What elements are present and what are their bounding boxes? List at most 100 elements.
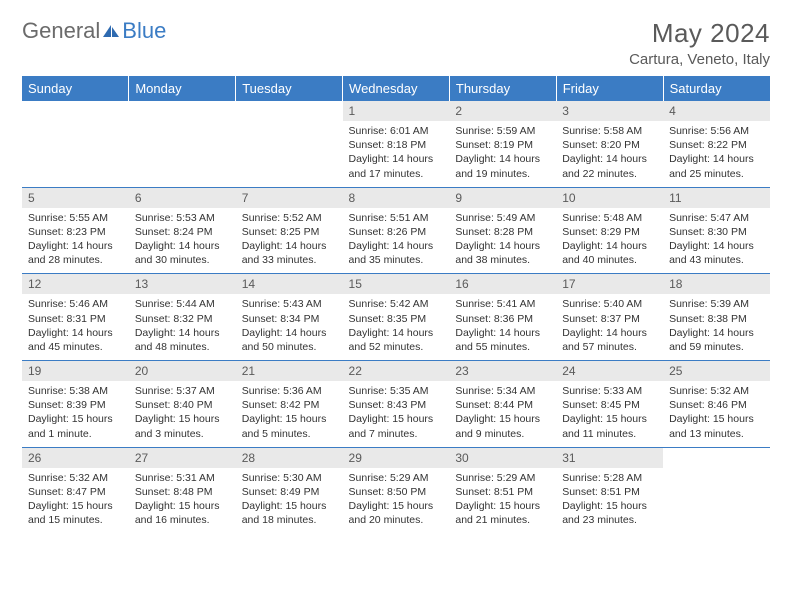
calendar-day-cell: 17Sunrise: 5:40 AMSunset: 8:37 PMDayligh… (556, 274, 663, 361)
title-block: May 2024 Cartura, Veneto, Italy (629, 18, 770, 68)
month-title: May 2024 (629, 18, 770, 49)
weekday-header: Friday (556, 76, 663, 101)
day-data: Sunrise: 5:35 AMSunset: 8:43 PMDaylight:… (343, 381, 450, 447)
calendar-day-cell: 28Sunrise: 5:30 AMSunset: 8:49 PMDayligh… (236, 447, 343, 533)
calendar-day-cell: 24Sunrise: 5:33 AMSunset: 8:45 PMDayligh… (556, 361, 663, 448)
calendar-day-cell: 9Sunrise: 5:49 AMSunset: 8:28 PMDaylight… (449, 187, 556, 274)
calendar-day-cell: 19Sunrise: 5:38 AMSunset: 8:39 PMDayligh… (22, 361, 129, 448)
calendar-day-cell: 5Sunrise: 5:55 AMSunset: 8:23 PMDaylight… (22, 187, 129, 274)
day-data: Sunrise: 5:32 AMSunset: 8:46 PMDaylight:… (663, 381, 770, 447)
calendar-day-cell: 27Sunrise: 5:31 AMSunset: 8:48 PMDayligh… (129, 447, 236, 533)
calendar-week-row: 1Sunrise: 6:01 AMSunset: 8:18 PMDaylight… (22, 101, 770, 187)
day-number: 14 (236, 274, 343, 294)
day-number: 8 (343, 188, 450, 208)
day-data: Sunrise: 5:44 AMSunset: 8:32 PMDaylight:… (129, 294, 236, 360)
day-number: 29 (343, 448, 450, 468)
day-data: Sunrise: 5:38 AMSunset: 8:39 PMDaylight:… (22, 381, 129, 447)
calendar-week-row: 26Sunrise: 5:32 AMSunset: 8:47 PMDayligh… (22, 447, 770, 533)
day-number (236, 101, 343, 107)
calendar-week-row: 5Sunrise: 5:55 AMSunset: 8:23 PMDaylight… (22, 187, 770, 274)
calendar-body: 1Sunrise: 6:01 AMSunset: 8:18 PMDaylight… (22, 101, 770, 533)
calendar-day-cell: 20Sunrise: 5:37 AMSunset: 8:40 PMDayligh… (129, 361, 236, 448)
calendar-day-cell: 18Sunrise: 5:39 AMSunset: 8:38 PMDayligh… (663, 274, 770, 361)
day-data: Sunrise: 5:42 AMSunset: 8:35 PMDaylight:… (343, 294, 450, 360)
header: General Blue May 2024 Cartura, Veneto, I… (22, 18, 770, 68)
day-data: Sunrise: 5:52 AMSunset: 8:25 PMDaylight:… (236, 208, 343, 274)
day-number: 7 (236, 188, 343, 208)
day-data: Sunrise: 5:28 AMSunset: 8:51 PMDaylight:… (556, 468, 663, 534)
weekday-header-row: Sunday Monday Tuesday Wednesday Thursday… (22, 76, 770, 101)
day-data: Sunrise: 5:59 AMSunset: 8:19 PMDaylight:… (449, 121, 556, 187)
calendar-day-cell (129, 101, 236, 187)
weekday-header: Sunday (22, 76, 129, 101)
weekday-header: Thursday (449, 76, 556, 101)
day-data: Sunrise: 5:55 AMSunset: 8:23 PMDaylight:… (22, 208, 129, 274)
day-number: 23 (449, 361, 556, 381)
day-data: Sunrise: 5:40 AMSunset: 8:37 PMDaylight:… (556, 294, 663, 360)
day-number: 10 (556, 188, 663, 208)
calendar-day-cell: 22Sunrise: 5:35 AMSunset: 8:43 PMDayligh… (343, 361, 450, 448)
day-number: 24 (556, 361, 663, 381)
day-data: Sunrise: 5:29 AMSunset: 8:50 PMDaylight:… (343, 468, 450, 534)
day-number: 22 (343, 361, 450, 381)
day-number: 26 (22, 448, 129, 468)
day-data: Sunrise: 5:56 AMSunset: 8:22 PMDaylight:… (663, 121, 770, 187)
day-number: 20 (129, 361, 236, 381)
calendar-day-cell (236, 101, 343, 187)
day-number: 11 (663, 188, 770, 208)
calendar-day-cell: 29Sunrise: 5:29 AMSunset: 8:50 PMDayligh… (343, 447, 450, 533)
calendar-table: Sunday Monday Tuesday Wednesday Thursday… (22, 76, 770, 533)
calendar-day-cell (663, 447, 770, 533)
day-number: 13 (129, 274, 236, 294)
calendar-day-cell: 6Sunrise: 5:53 AMSunset: 8:24 PMDaylight… (129, 187, 236, 274)
day-number: 25 (663, 361, 770, 381)
calendar-day-cell: 1Sunrise: 6:01 AMSunset: 8:18 PMDaylight… (343, 101, 450, 187)
day-number: 4 (663, 101, 770, 121)
day-number (663, 448, 770, 454)
day-number: 16 (449, 274, 556, 294)
day-data: Sunrise: 5:47 AMSunset: 8:30 PMDaylight:… (663, 208, 770, 274)
day-number: 31 (556, 448, 663, 468)
day-data: Sunrise: 5:36 AMSunset: 8:42 PMDaylight:… (236, 381, 343, 447)
calendar-day-cell: 30Sunrise: 5:29 AMSunset: 8:51 PMDayligh… (449, 447, 556, 533)
day-data: Sunrise: 5:41 AMSunset: 8:36 PMDaylight:… (449, 294, 556, 360)
calendar-day-cell: 21Sunrise: 5:36 AMSunset: 8:42 PMDayligh… (236, 361, 343, 448)
logo-text-general: General (22, 18, 100, 44)
day-number: 18 (663, 274, 770, 294)
day-data: Sunrise: 5:46 AMSunset: 8:31 PMDaylight:… (22, 294, 129, 360)
logo-text-blue: Blue (122, 18, 166, 44)
weekday-header: Saturday (663, 76, 770, 101)
day-data: Sunrise: 5:32 AMSunset: 8:47 PMDaylight:… (22, 468, 129, 534)
day-number (22, 101, 129, 107)
weekday-header: Monday (129, 76, 236, 101)
day-number: 17 (556, 274, 663, 294)
day-number: 5 (22, 188, 129, 208)
sail-icon (102, 24, 120, 38)
day-data: Sunrise: 5:48 AMSunset: 8:29 PMDaylight:… (556, 208, 663, 274)
calendar-day-cell: 4Sunrise: 5:56 AMSunset: 8:22 PMDaylight… (663, 101, 770, 187)
calendar-day-cell: 14Sunrise: 5:43 AMSunset: 8:34 PMDayligh… (236, 274, 343, 361)
weekday-header: Wednesday (343, 76, 450, 101)
day-number: 21 (236, 361, 343, 381)
calendar-day-cell: 7Sunrise: 5:52 AMSunset: 8:25 PMDaylight… (236, 187, 343, 274)
calendar-week-row: 19Sunrise: 5:38 AMSunset: 8:39 PMDayligh… (22, 361, 770, 448)
day-number: 27 (129, 448, 236, 468)
day-number (129, 101, 236, 107)
calendar-day-cell: 10Sunrise: 5:48 AMSunset: 8:29 PMDayligh… (556, 187, 663, 274)
day-number: 6 (129, 188, 236, 208)
day-number: 12 (22, 274, 129, 294)
location: Cartura, Veneto, Italy (629, 51, 770, 68)
day-data: Sunrise: 5:43 AMSunset: 8:34 PMDaylight:… (236, 294, 343, 360)
calendar-day-cell: 3Sunrise: 5:58 AMSunset: 8:20 PMDaylight… (556, 101, 663, 187)
calendar-day-cell: 31Sunrise: 5:28 AMSunset: 8:51 PMDayligh… (556, 447, 663, 533)
day-data: Sunrise: 5:34 AMSunset: 8:44 PMDaylight:… (449, 381, 556, 447)
day-data: Sunrise: 5:33 AMSunset: 8:45 PMDaylight:… (556, 381, 663, 447)
day-number: 15 (343, 274, 450, 294)
day-number: 28 (236, 448, 343, 468)
calendar-day-cell: 23Sunrise: 5:34 AMSunset: 8:44 PMDayligh… (449, 361, 556, 448)
weekday-header: Tuesday (236, 76, 343, 101)
calendar-day-cell: 12Sunrise: 5:46 AMSunset: 8:31 PMDayligh… (22, 274, 129, 361)
day-data: Sunrise: 5:58 AMSunset: 8:20 PMDaylight:… (556, 121, 663, 187)
calendar-day-cell: 15Sunrise: 5:42 AMSunset: 8:35 PMDayligh… (343, 274, 450, 361)
day-number: 19 (22, 361, 129, 381)
